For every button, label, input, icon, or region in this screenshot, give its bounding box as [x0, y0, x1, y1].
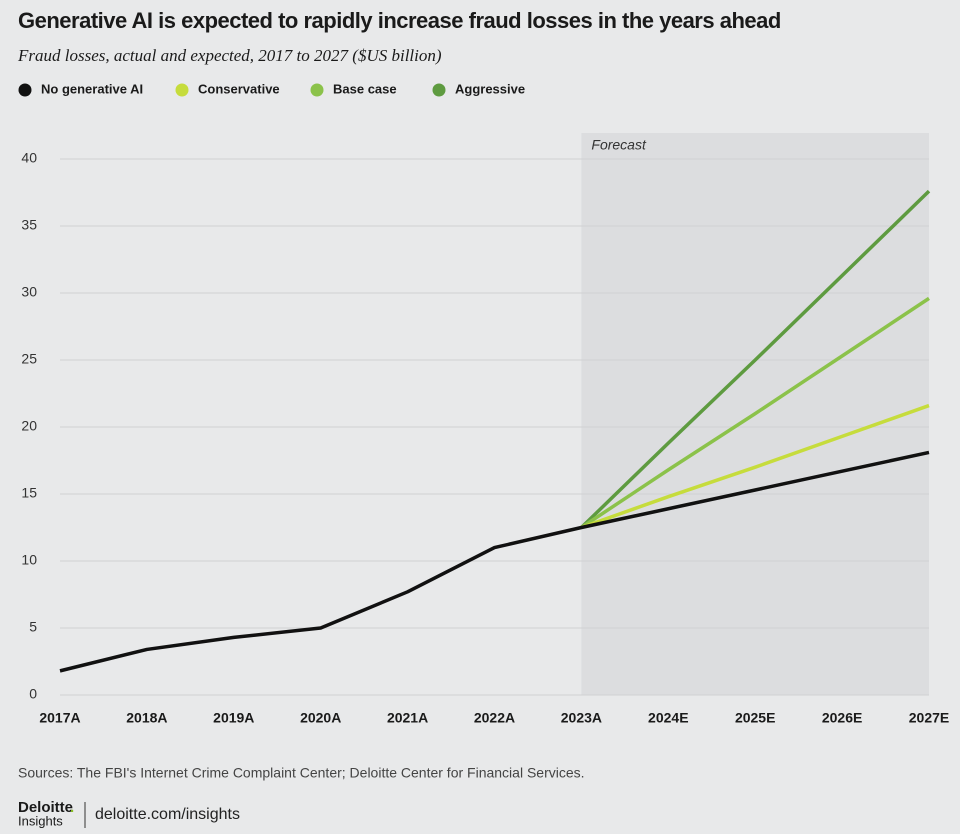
logo-dot: .: [70, 799, 74, 816]
y-tick-label: 30: [21, 284, 37, 300]
legend-marker: [432, 83, 446, 97]
y-tick-label: 10: [21, 552, 37, 568]
x-tick-label: 2017A: [39, 710, 80, 726]
x-tick-label: 2020A: [300, 710, 341, 726]
y-tick-label: 25: [21, 351, 37, 367]
legend-marker: [18, 83, 32, 97]
series-line: [580, 189, 931, 529]
y-tick-label: 20: [21, 418, 37, 434]
legend-label: Base case: [333, 81, 397, 96]
legend-marker: [310, 83, 324, 97]
x-tick-label: 2018A: [126, 710, 167, 726]
y-tick-label: 35: [21, 217, 37, 233]
series-line: [59, 450, 930, 673]
url: deloitte.com/insights: [95, 806, 240, 823]
y-tick-label: 40: [21, 150, 37, 166]
x-tick-label: 2025E: [735, 710, 775, 726]
x-tick-label: 2023A: [561, 710, 602, 726]
forecast-label: Forecast: [591, 137, 647, 153]
x-tick-label: 2027E: [909, 710, 949, 726]
legend-label: Aggressive: [455, 81, 525, 96]
logo-sub: Insights: [18, 813, 63, 828]
y-tick-label: 15: [21, 485, 37, 501]
x-tick-label: 2024E: [648, 710, 688, 726]
legend-label: No generative AI: [41, 81, 143, 96]
logo-brand: Deloitte: [18, 799, 73, 816]
series-line: [580, 403, 930, 530]
legend-marker: [175, 83, 189, 97]
chart-title: Generative AI is expected to rapidly inc…: [18, 8, 781, 33]
legend-label: Conservative: [198, 81, 280, 96]
source-note: Sources: The FBI's Internet Crime Compla…: [18, 765, 585, 781]
x-tick-label: 2026E: [822, 710, 862, 726]
x-tick-label: 2022A: [474, 710, 515, 726]
x-tick-label: 2021A: [387, 710, 428, 726]
y-tick-label: 5: [29, 619, 37, 635]
y-tick-label: 0: [29, 686, 37, 702]
series-line: [580, 296, 930, 529]
chart-subtitle: Fraud losses, actual and expected, 2017 …: [17, 46, 442, 65]
x-tick-label: 2019A: [213, 710, 254, 726]
